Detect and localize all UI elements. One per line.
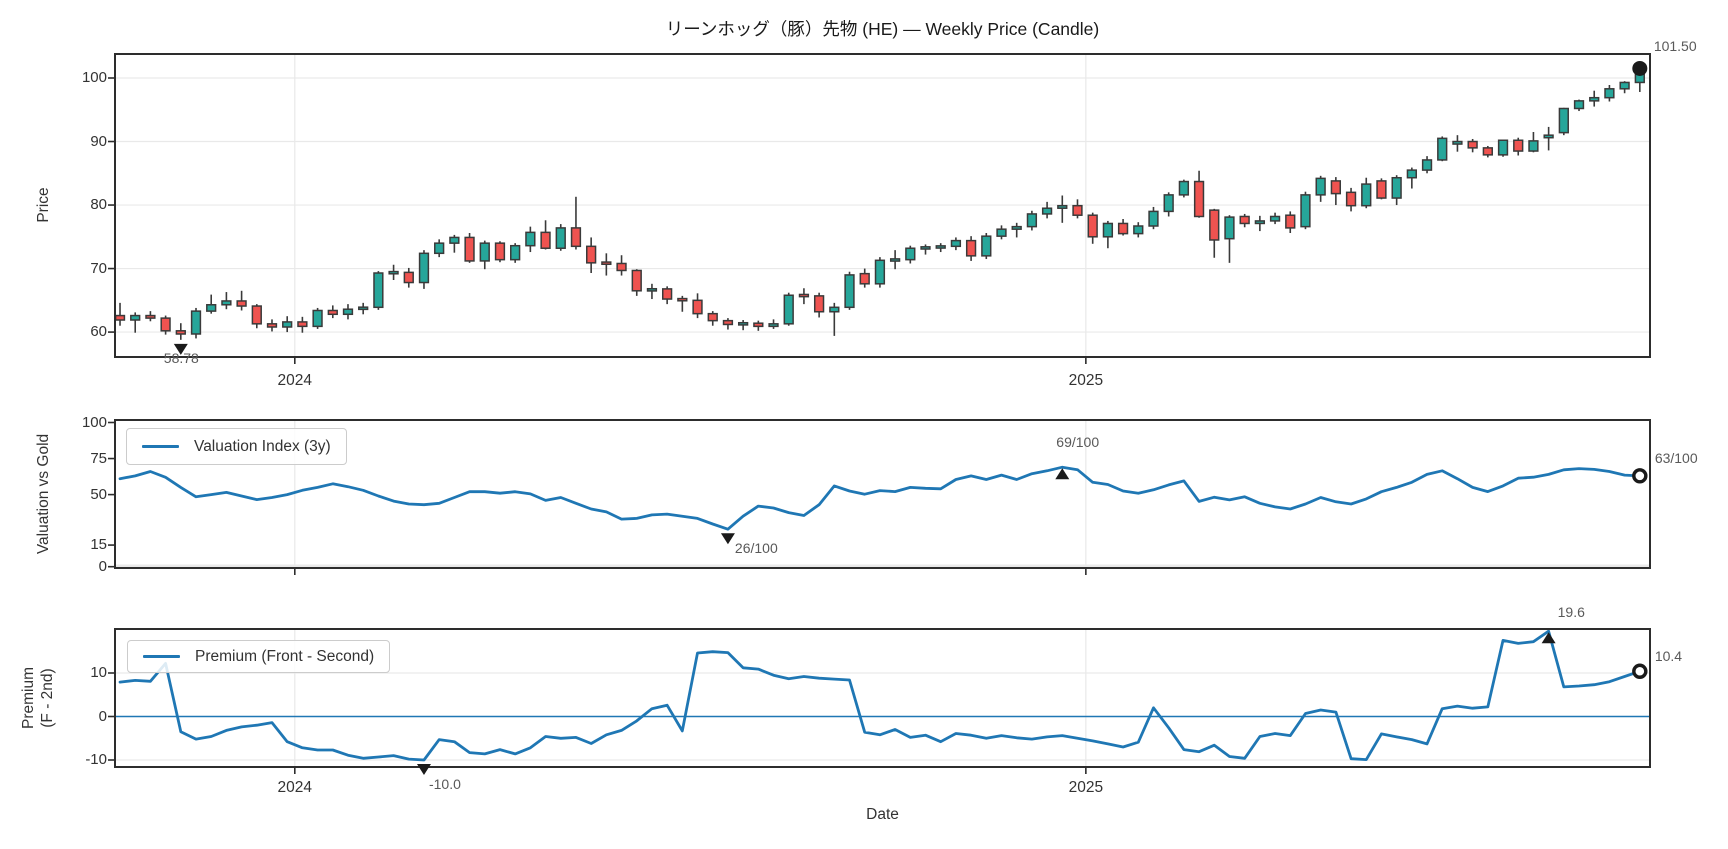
chart-title: リーンホッグ（豚）先物 (HE) — Weekly Price (Candle) (665, 19, 1100, 39)
premium-low-marker (416, 764, 431, 775)
annotation-valuation-last: 63/100 (1654, 449, 1698, 466)
premium-tick-label: -10 (85, 751, 107, 768)
valuation-legend: Valuation Index (3y) (126, 428, 347, 465)
price-tick-label: 80 (90, 196, 107, 214)
year-tick-label: 2025 (1068, 372, 1104, 389)
year-tick-label: 2024 (277, 779, 313, 796)
valuation-legend-label: Valuation Index (3y) (194, 437, 331, 455)
price-tick-label: 90 (90, 132, 107, 150)
grid (115, 54, 1650, 767)
price-low-marker (173, 343, 188, 355)
annotation-valuation-low: 26/100 (734, 540, 778, 557)
annotation-price-last: 101.50 (1653, 38, 1697, 55)
premium-axis-label: Premium (F - 2nd) (20, 666, 56, 730)
price-axis-label: Price (35, 187, 52, 223)
valuation-high-marker (1055, 468, 1070, 480)
premium-legend-label: Premium (Front - Second) (195, 647, 375, 665)
valuation-last-marker (1632, 468, 1648, 484)
valuation-tick-label: 15 (90, 536, 107, 554)
markers (173, 60, 1648, 775)
premium-tick-label: 10 (90, 664, 107, 681)
x-axis-label: Date (866, 806, 899, 823)
price-tick-label: 60 (90, 323, 107, 341)
annotation-valuation-high: 69/100 (1056, 434, 1100, 451)
premium-line (118, 629, 1642, 762)
annotation-premium-high: 19.6 (1557, 604, 1585, 621)
valuation-tick-label: 50 (90, 485, 107, 503)
price-tick-label: 100 (81, 69, 107, 86)
valuation-tick-label: 0 (98, 557, 107, 575)
year-tick-label: 2025 (1068, 779, 1104, 796)
legend-line-swatch (143, 655, 180, 658)
valuation-axis-label: Valuation vs Gold (35, 433, 52, 555)
premium-legend: Premium (Front - Second) (127, 640, 391, 673)
price-tick-label: 70 (90, 259, 107, 277)
valuation-tick-label: 100 (81, 413, 107, 431)
annotation-price-low: 58.78 (163, 349, 199, 366)
legend-line-swatch (142, 445, 179, 448)
premium-tick-label: 0 (98, 707, 107, 725)
annotation-premium-low: -10.0 (428, 776, 461, 792)
price-last-marker (1632, 60, 1648, 76)
panel-borders (108, 53, 1651, 774)
candlestick-series (115, 66, 1645, 340)
annotation-premium-last: 10.4 (1654, 648, 1683, 665)
premium-last-marker (1632, 663, 1648, 679)
year-tick-label: 2024 (277, 372, 313, 389)
valuation-line (118, 465, 1642, 531)
premium-high-marker (1541, 632, 1556, 644)
valuation-tick-label: 75 (90, 449, 107, 467)
valuation-low-marker (720, 533, 735, 545)
